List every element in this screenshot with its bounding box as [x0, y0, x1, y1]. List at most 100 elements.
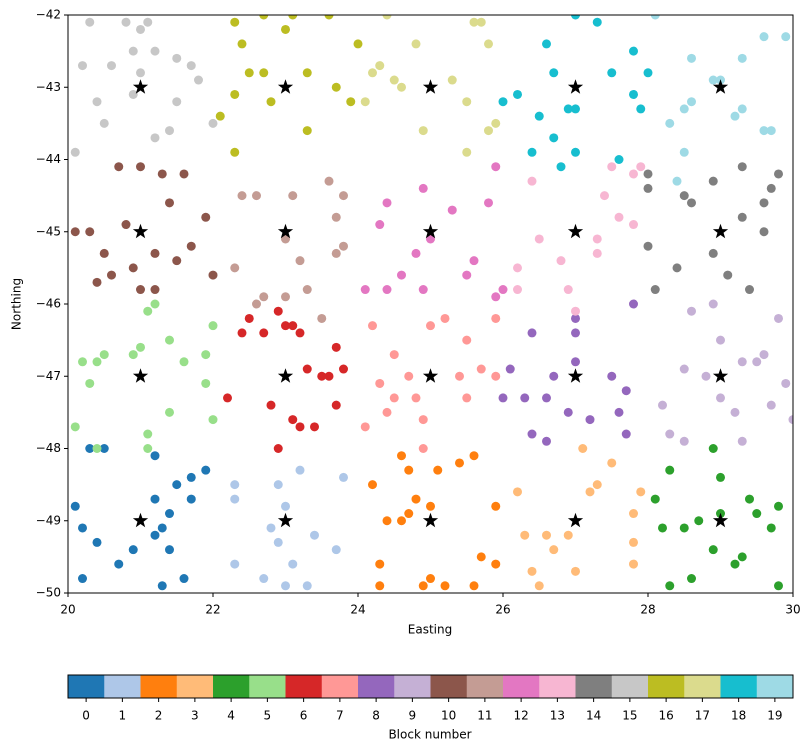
data-point: [694, 516, 704, 526]
data-point: [92, 537, 102, 547]
data-point: [498, 285, 508, 295]
data-point: [179, 169, 189, 179]
x-tick-label: 30: [785, 603, 800, 617]
data-point: [737, 53, 747, 63]
data-point: [360, 422, 370, 432]
colorbar-tick-label: 13: [550, 709, 565, 723]
data-point: [759, 32, 769, 42]
data-point: [208, 415, 218, 425]
data-point: [259, 328, 269, 338]
block-center: [132, 79, 149, 94]
data-point: [70, 501, 80, 511]
data-point: [128, 545, 138, 555]
data-point: [266, 400, 276, 410]
block-center: [277, 223, 294, 239]
data-point: [621, 429, 631, 439]
data-point: [121, 17, 131, 27]
data-point: [150, 299, 160, 309]
data-point: [708, 176, 718, 186]
block-center: [567, 368, 584, 383]
data-point: [375, 378, 385, 388]
data-point: [766, 126, 776, 136]
data-point: [505, 364, 515, 374]
data-point: [295, 256, 305, 266]
data-point: [165, 126, 174, 136]
data-point: [273, 444, 283, 453]
data-point: [440, 581, 450, 591]
data-point: [150, 133, 160, 143]
data-point: [788, 415, 793, 425]
data-point: [716, 393, 725, 403]
data-point: [491, 371, 501, 381]
data-point: [143, 444, 153, 453]
data-point: [99, 118, 109, 128]
data-point: [259, 68, 269, 78]
data-point: [281, 581, 290, 591]
colorbar-segment: [321, 675, 359, 698]
data-point: [186, 61, 196, 71]
data-point: [737, 212, 747, 222]
data-point: [353, 39, 363, 49]
data-point: [498, 393, 508, 403]
data-point: [607, 68, 617, 78]
data-point: [774, 581, 783, 591]
data-point: [165, 545, 174, 555]
data-point: [476, 364, 486, 374]
colorbar-segment: [539, 675, 576, 698]
data-point: [281, 292, 290, 302]
data-point: [447, 205, 457, 215]
data-point: [107, 61, 116, 71]
data-point: [513, 487, 522, 497]
data-point: [643, 183, 653, 193]
data-point: [128, 46, 138, 56]
data-point: [382, 15, 392, 20]
data-point: [462, 147, 472, 157]
data-point: [571, 313, 580, 323]
colorbar-segment: [140, 675, 178, 698]
data-point: [629, 559, 638, 569]
data-point: [85, 444, 95, 453]
data-point: [85, 378, 95, 388]
data-point: [527, 147, 537, 157]
data-point: [737, 552, 747, 562]
data-point: [469, 451, 479, 461]
data-point: [194, 75, 203, 85]
data-point: [542, 530, 551, 540]
data-point: [331, 400, 341, 410]
data-point: [346, 97, 356, 107]
data-point: [650, 15, 660, 20]
data-point: [491, 162, 501, 172]
data-point: [136, 24, 145, 34]
data-point: [629, 299, 638, 309]
data-point: [549, 133, 559, 143]
data-point: [411, 393, 421, 403]
data-point: [447, 75, 457, 85]
data-point: [687, 198, 696, 208]
data-point: [527, 328, 537, 338]
block-center: [132, 223, 149, 239]
data-point: [527, 429, 537, 439]
data-point: [426, 501, 435, 511]
data-point: [165, 335, 174, 345]
data-point: [549, 545, 559, 555]
data-point: [230, 263, 240, 273]
data-point: [266, 97, 276, 107]
data-point: [136, 162, 145, 172]
data-point: [730, 559, 740, 569]
data-point: [302, 581, 312, 591]
data-point: [404, 509, 414, 519]
colorbar-segment: [104, 675, 141, 698]
data-point: [672, 263, 682, 273]
data-point: [766, 400, 776, 410]
data-point: [230, 147, 240, 157]
data-point: [78, 357, 87, 367]
data-point: [745, 494, 754, 504]
data-point: [643, 169, 653, 179]
data-point: [527, 176, 537, 186]
data-point: [331, 212, 341, 222]
data-point: [186, 472, 196, 482]
data-point: [411, 248, 421, 258]
block-center: [712, 368, 729, 383]
y-tick-label: −44: [36, 152, 61, 166]
data-point: [556, 162, 566, 172]
